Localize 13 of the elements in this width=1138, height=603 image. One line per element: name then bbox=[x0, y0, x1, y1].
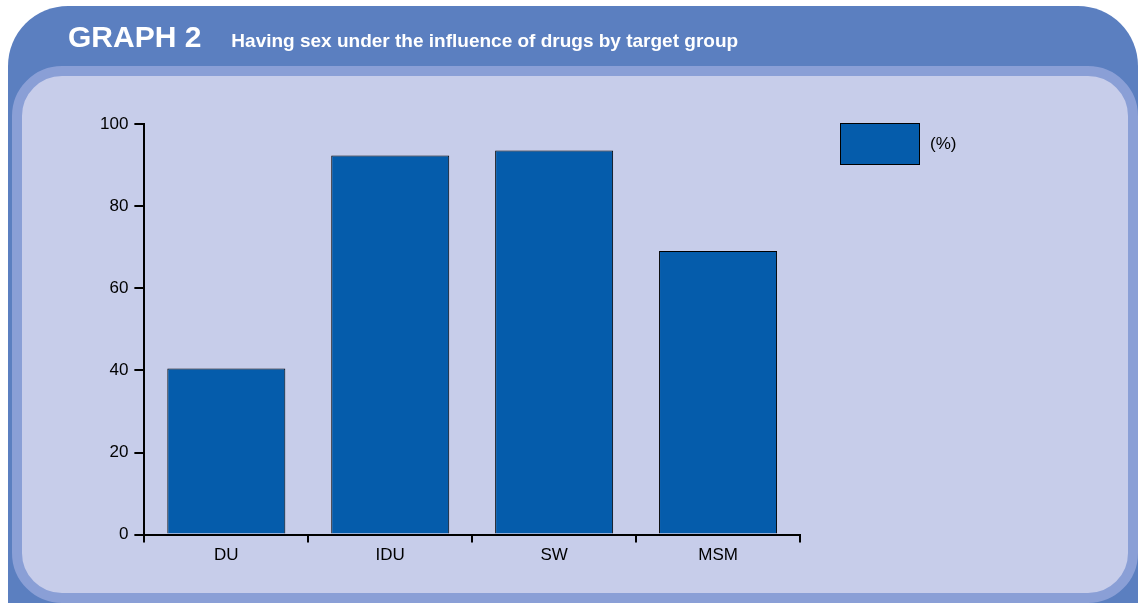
y-tick-label: 60 bbox=[109, 278, 129, 298]
x-tick-label: IDU bbox=[375, 545, 405, 565]
y-tick-label: 100 bbox=[99, 113, 129, 133]
y-tick-label: 20 bbox=[109, 442, 129, 462]
y-tick-label: 80 bbox=[109, 195, 129, 215]
x-tick-label: MSM bbox=[698, 545, 738, 565]
chart-title: GRAPH 2 bbox=[68, 20, 202, 53]
x-tick-label: SW bbox=[540, 545, 568, 565]
y-tick-label: 0 bbox=[118, 524, 129, 544]
y-tick-label: 40 bbox=[109, 360, 129, 380]
chart-subtitle: Having sex under the influence of drugs by target group bbox=[231, 30, 739, 51]
text: (%) bbox=[930, 134, 957, 154]
x-tick-label: DU bbox=[214, 545, 239, 565]
